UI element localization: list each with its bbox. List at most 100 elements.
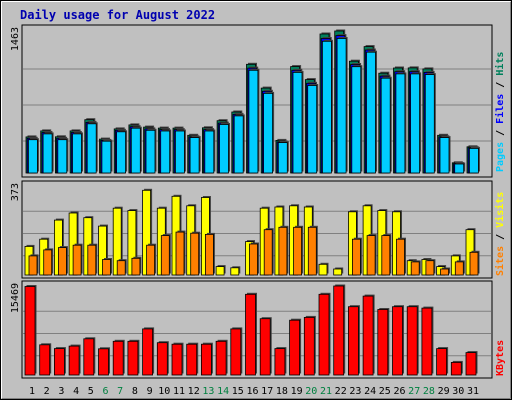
bar-pages xyxy=(204,130,215,174)
bar-kbytes xyxy=(112,340,124,376)
bar-pages xyxy=(189,137,200,174)
bar-sites xyxy=(87,244,97,276)
bar-pages xyxy=(424,74,435,174)
x-tick-label: 25 xyxy=(379,386,391,397)
bar-kbytes xyxy=(259,318,271,376)
bar-sites xyxy=(160,235,170,276)
bar-pages xyxy=(336,38,347,174)
bar-kbytes xyxy=(39,344,51,376)
legend-entry: Pages xyxy=(495,142,506,172)
bar-kbytes xyxy=(450,361,462,376)
x-tick-label: 8 xyxy=(132,386,138,397)
bar-sites xyxy=(396,238,405,276)
bar-pages xyxy=(380,77,391,174)
bar-pages xyxy=(307,85,318,174)
bar-sites xyxy=(58,247,67,276)
bar-sites xyxy=(469,251,479,276)
bar-kbytes xyxy=(98,348,109,376)
bar-pages xyxy=(410,73,421,174)
bar-kbytes xyxy=(83,338,95,376)
bar-sites xyxy=(381,235,391,276)
bar-sites xyxy=(43,249,53,276)
bar-kbytes xyxy=(333,285,345,376)
x-tick-label: 27 xyxy=(408,386,420,397)
bar-kbytes xyxy=(465,352,477,376)
x-tick-label: 13 xyxy=(202,386,214,397)
x-tick-label: 31 xyxy=(467,386,479,397)
bar-pages xyxy=(263,93,274,174)
x-tick-label: 4 xyxy=(73,386,79,397)
x-tick-label: 19 xyxy=(291,386,303,397)
bar-kbytes xyxy=(171,343,183,376)
legend-pages-files-hits: Pages / Files / Hits xyxy=(494,52,506,172)
bar-kbytes xyxy=(274,348,286,376)
bar-pages xyxy=(395,73,406,174)
bar-pages xyxy=(248,69,259,174)
bar-sites xyxy=(72,244,82,276)
bar-sites xyxy=(102,259,111,276)
chart-marks xyxy=(24,29,480,376)
bar-pages xyxy=(277,142,288,174)
bar-sites xyxy=(116,260,126,276)
bar-pages xyxy=(174,130,185,174)
bar-sites xyxy=(454,261,464,276)
bar-kbytes xyxy=(68,345,80,376)
bar-visits xyxy=(215,266,225,276)
x-tick-label: 20 xyxy=(305,386,317,397)
legend-entry: Sites xyxy=(494,246,506,276)
x-tick-label: 17 xyxy=(261,386,273,397)
bar-kbytes xyxy=(24,286,36,376)
bar-kbytes xyxy=(347,306,359,376)
bar-kbytes xyxy=(142,328,154,376)
bar-pages xyxy=(130,127,141,174)
bar-kbytes xyxy=(245,293,256,376)
bar-kbytes xyxy=(421,307,433,376)
bar-visits xyxy=(318,263,328,276)
bar-sites xyxy=(175,231,185,276)
bar-kbytes xyxy=(436,348,448,376)
legend-kbytes: KBytes xyxy=(495,340,506,376)
x-tick-label: 15 xyxy=(232,386,244,397)
bar-kbytes xyxy=(156,342,168,376)
bar-kbytes xyxy=(215,340,227,376)
bar-pages xyxy=(160,130,171,174)
x-tick-label: 11 xyxy=(173,386,185,397)
bar-kbytes xyxy=(54,348,65,376)
y-max-label: 373 xyxy=(10,183,21,201)
x-tick-label: 30 xyxy=(452,386,464,397)
y-max-label: 1463 xyxy=(10,27,21,51)
y-max-label: 15469 xyxy=(10,283,21,313)
bar-sites xyxy=(278,226,288,276)
x-tick-label: 21 xyxy=(320,386,332,397)
bar-pages xyxy=(366,51,376,174)
bar-pages xyxy=(454,163,465,174)
bar-pages xyxy=(86,123,97,174)
x-tick-label: 7 xyxy=(117,386,123,397)
bar-pages xyxy=(145,129,156,174)
bar-kbytes xyxy=(186,343,198,376)
x-tick-label: 9 xyxy=(147,386,153,397)
bar-pages xyxy=(72,133,82,174)
bar-pages xyxy=(351,66,362,174)
bar-sites xyxy=(440,268,450,276)
bar-pages xyxy=(439,137,450,174)
bar-sites xyxy=(351,238,361,276)
x-tick-label: 18 xyxy=(276,386,288,397)
legend-separator: / xyxy=(495,228,506,246)
bar-kbytes xyxy=(362,295,374,376)
x-tick-label: 14 xyxy=(217,386,229,397)
bar-sites xyxy=(249,243,258,276)
bar-pages xyxy=(292,72,303,174)
bar-sites xyxy=(131,257,141,276)
legend-entry: Files xyxy=(494,94,506,124)
x-tick-label: 2 xyxy=(44,386,50,397)
x-tick-label: 26 xyxy=(393,386,405,397)
x-tick-label: 22 xyxy=(335,386,347,397)
x-tick-label: 16 xyxy=(246,386,258,397)
bar-sites xyxy=(307,226,317,276)
legend-separator: / xyxy=(495,124,506,142)
x-tick-label: 6 xyxy=(102,386,108,397)
bar-sites xyxy=(204,233,214,276)
chart-title: Daily usage for August 2022 xyxy=(20,8,215,22)
bar-kbytes xyxy=(377,309,389,376)
